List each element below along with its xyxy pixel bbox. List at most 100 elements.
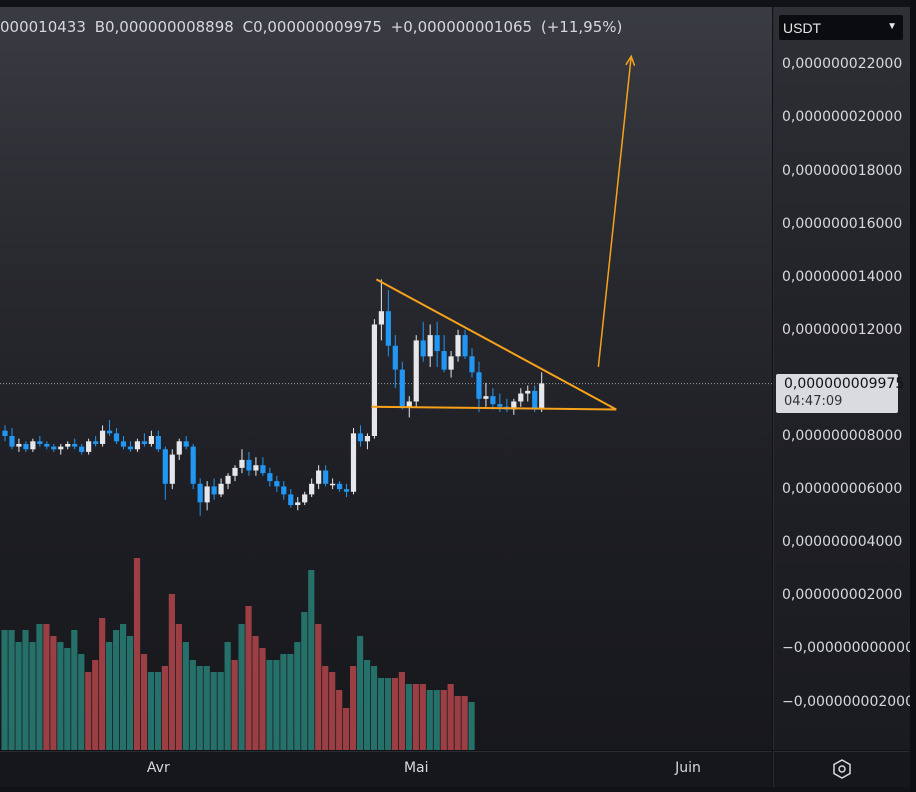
currency-label: USDT (783, 20, 822, 36)
price-tick-label: 0,000000018000 (782, 162, 903, 179)
candle-body (86, 441, 92, 452)
volume-bar (356, 636, 364, 750)
volume-bar (99, 618, 106, 750)
volume-bar (433, 690, 440, 750)
volume-bar (182, 642, 189, 750)
volume-bar (133, 558, 141, 750)
ohlc-close: C0,000000009975 (242, 18, 382, 36)
volume-bar (106, 642, 113, 750)
volume-bar (71, 630, 78, 750)
last-price-value: 0,000000009975 (784, 376, 905, 392)
candle-body (93, 441, 99, 444)
volume-bar (29, 642, 36, 750)
volume-bar (140, 654, 148, 750)
candle-countdown: 04:47:09 (784, 394, 843, 409)
candle-body (211, 486, 217, 495)
volume-bar (391, 678, 399, 750)
candle-body (336, 483, 343, 490)
candle-body (218, 483, 224, 495)
volume-bar (238, 624, 245, 750)
candle-body (246, 459, 252, 471)
volume-bar (154, 672, 162, 750)
volume-bar (426, 690, 433, 750)
price-tick-label: 0,000000014000 (782, 268, 903, 285)
candle-body (267, 473, 273, 482)
volume-bar (287, 654, 294, 750)
candle-body (469, 356, 475, 373)
candle-body (148, 436, 154, 444)
candle-body (357, 433, 364, 442)
price-tick-label: 0,000000004000 (782, 534, 903, 551)
ohlc-change: +0,000000001065 (390, 18, 533, 36)
candle-body (120, 441, 127, 447)
candle-body (113, 433, 120, 442)
candle-body (155, 436, 161, 450)
volume-bar (336, 690, 343, 750)
volume-bar (440, 690, 447, 750)
candle-body (281, 486, 287, 495)
last-price-badge: 0,000000009975 04:47:09 (776, 374, 904, 413)
time-axis[interactable] (0, 751, 772, 787)
price-tick-label: −0,000000000000 (782, 640, 914, 657)
volume-bar (210, 672, 217, 750)
volume-bar (231, 660, 238, 750)
volume-bar (322, 666, 329, 750)
candle-body (316, 470, 322, 484)
volume-bar (259, 648, 266, 750)
price-tick-label: 0,000000016000 (782, 215, 903, 232)
candle-body (323, 470, 329, 484)
volume-bar (343, 708, 350, 750)
candle-body (532, 390, 538, 410)
volume-bar (398, 672, 405, 750)
candle-body (99, 430, 106, 444)
candle-body (16, 443, 22, 447)
volume-bar (22, 630, 29, 750)
volume-bar (64, 648, 71, 750)
volume-bar (280, 654, 287, 750)
volume-bar (419, 684, 426, 750)
volume-bar (377, 678, 385, 750)
ohlc-open: 000010433 (0, 18, 86, 36)
candle-body (2, 430, 8, 436)
candle-body (413, 340, 419, 402)
candlestick-chart[interactable] (0, 7, 772, 750)
candle-body (72, 443, 78, 447)
ohlc-header: 000010433 B0,000000008898 C0,00000000997… (0, 18, 626, 36)
candle-body (225, 475, 231, 484)
volume-bar (196, 666, 203, 750)
volume-bar (363, 660, 371, 750)
candle-body (274, 481, 280, 487)
price-tick-label: 0,000000020000 (782, 109, 903, 126)
price-tick-label: 0,000000012000 (782, 321, 903, 338)
volume-bar (405, 684, 412, 750)
axis-corner (773, 751, 911, 787)
volume-bar (224, 642, 231, 750)
candle-body (190, 446, 196, 484)
candle-body (30, 441, 36, 450)
candle-body (518, 393, 524, 402)
candle-body (260, 465, 266, 474)
volume-bar (266, 660, 273, 750)
volume-bar (384, 678, 392, 750)
volume-bar (273, 660, 280, 750)
chart-plot-area[interactable] (0, 7, 772, 750)
volume-bar (412, 684, 419, 750)
ohlc-change-pct: (+11,95%) (540, 18, 623, 36)
volume-bar (308, 570, 315, 750)
candle-body (483, 396, 489, 399)
volume-bar (85, 672, 92, 750)
volume-bar (245, 606, 252, 750)
ohlc-low: B0,000000008898 (94, 18, 234, 36)
candle-body (392, 345, 398, 370)
settings-hexagon-icon[interactable] (832, 759, 852, 779)
candle-body (511, 401, 517, 410)
candle-body (183, 441, 189, 447)
candle-body (371, 324, 378, 436)
candle-body (127, 446, 134, 450)
currency-select[interactable]: USDT ▼ (778, 14, 904, 41)
volume-bar (203, 666, 210, 750)
candle-body (448, 356, 454, 370)
candle-body (176, 441, 182, 455)
candle-body (497, 404, 503, 407)
volume-bar (57, 642, 64, 750)
